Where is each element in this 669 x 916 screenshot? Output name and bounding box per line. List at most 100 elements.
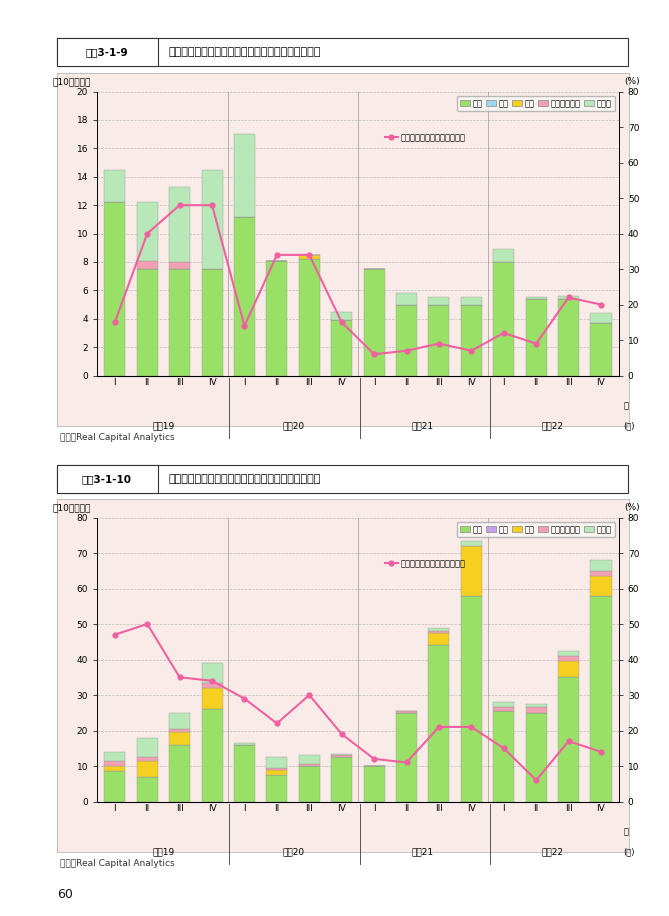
Bar — [104, 766, 125, 771]
Bar — [558, 299, 579, 376]
Bar — [461, 298, 482, 304]
Point — [127, 796, 135, 807]
Bar — [58, 465, 157, 493]
Text: 平成19: 平成19 — [153, 847, 175, 856]
Legend: クロスボーダー比率（右軸）: クロスボーダー比率（右軸） — [382, 556, 468, 572]
Bar — [299, 766, 320, 802]
Point — [127, 373, 135, 384]
Point — [135, 373, 143, 384]
Bar — [591, 323, 611, 376]
Bar — [266, 775, 288, 802]
Bar — [396, 304, 417, 376]
Text: 図蠅3-1-10: 図蠅3-1-10 — [82, 474, 132, 484]
Bar — [428, 633, 450, 645]
Text: 平成21: 平成21 — [411, 847, 434, 856]
Bar — [493, 703, 514, 707]
Bar — [169, 745, 190, 802]
Bar — [428, 627, 450, 631]
Bar — [493, 707, 514, 711]
Bar — [234, 745, 255, 802]
Bar — [169, 729, 190, 732]
Bar — [201, 688, 223, 709]
Text: 図蠅3-1-9: 図蠅3-1-9 — [86, 48, 128, 57]
Bar — [591, 561, 611, 571]
Text: （10億ドル）: （10億ドル） — [53, 77, 91, 86]
Bar — [331, 756, 353, 758]
Bar — [266, 769, 288, 775]
Point — [119, 797, 127, 808]
Text: 期: 期 — [624, 827, 629, 836]
Bar — [104, 752, 125, 760]
Bar — [591, 313, 611, 323]
Bar — [104, 760, 125, 766]
Text: 平成20: 平成20 — [282, 421, 304, 430]
Bar — [526, 298, 547, 299]
Bar — [266, 758, 288, 768]
Bar — [104, 169, 125, 202]
Bar — [169, 732, 190, 745]
Text: (%): (%) — [624, 503, 640, 512]
Bar — [558, 656, 579, 661]
Bar — [331, 758, 353, 802]
Point — [135, 797, 143, 808]
Bar — [493, 711, 514, 802]
Bar — [104, 771, 125, 802]
Bar — [58, 38, 157, 66]
Bar — [558, 677, 579, 802]
Bar — [299, 756, 320, 764]
Bar — [136, 760, 158, 777]
Point — [119, 373, 127, 384]
Text: 資料：Real Capital Analytics: 資料：Real Capital Analytics — [60, 433, 175, 442]
Bar — [169, 262, 190, 269]
Text: 日本への不動産投賄額とクロスボーダー比率の推移: 日本への不動産投賄額とクロスボーダー比率の推移 — [169, 48, 320, 57]
Bar — [136, 269, 158, 376]
Bar — [396, 711, 417, 713]
Bar — [396, 713, 417, 802]
Point — [135, 370, 143, 381]
Point — [119, 796, 127, 807]
Bar — [558, 296, 579, 299]
Bar — [591, 576, 611, 595]
Bar — [234, 743, 255, 745]
Text: 平成20: 平成20 — [282, 847, 304, 856]
Bar — [234, 216, 255, 376]
Bar — [526, 707, 547, 713]
Bar — [331, 311, 353, 321]
Bar — [266, 260, 288, 376]
Bar — [591, 595, 611, 802]
Bar — [201, 682, 223, 688]
Bar — [331, 754, 353, 756]
Bar — [136, 260, 158, 269]
Bar — [104, 202, 125, 376]
Bar — [169, 269, 190, 376]
Bar — [526, 713, 547, 802]
Bar — [136, 758, 158, 760]
Bar — [299, 255, 320, 259]
Text: 期: 期 — [624, 401, 629, 410]
Bar — [266, 768, 288, 769]
Bar — [591, 571, 611, 576]
Bar — [201, 663, 223, 682]
Bar — [493, 262, 514, 376]
Bar — [169, 187, 190, 262]
Bar — [363, 269, 385, 376]
Bar — [493, 249, 514, 262]
Bar — [428, 298, 450, 304]
Bar — [169, 713, 190, 729]
Bar — [299, 259, 320, 376]
Bar — [526, 299, 547, 376]
Point — [135, 796, 143, 807]
Text: (%): (%) — [624, 77, 640, 86]
Text: 中国への不動産投賄額とクロスボーダー比率の推移: 中国への不動産投賄額とクロスボーダー比率の推移 — [169, 474, 320, 484]
Bar — [461, 595, 482, 802]
Text: 平成19: 平成19 — [153, 421, 175, 430]
Bar — [363, 766, 385, 802]
Bar — [558, 661, 579, 677]
Text: 資料：Real Capital Analytics: 資料：Real Capital Analytics — [60, 859, 175, 868]
Text: (年): (年) — [624, 847, 635, 856]
Bar — [526, 703, 547, 707]
Bar — [234, 134, 255, 216]
Bar — [461, 304, 482, 376]
Bar — [331, 321, 353, 376]
Bar — [396, 293, 417, 304]
